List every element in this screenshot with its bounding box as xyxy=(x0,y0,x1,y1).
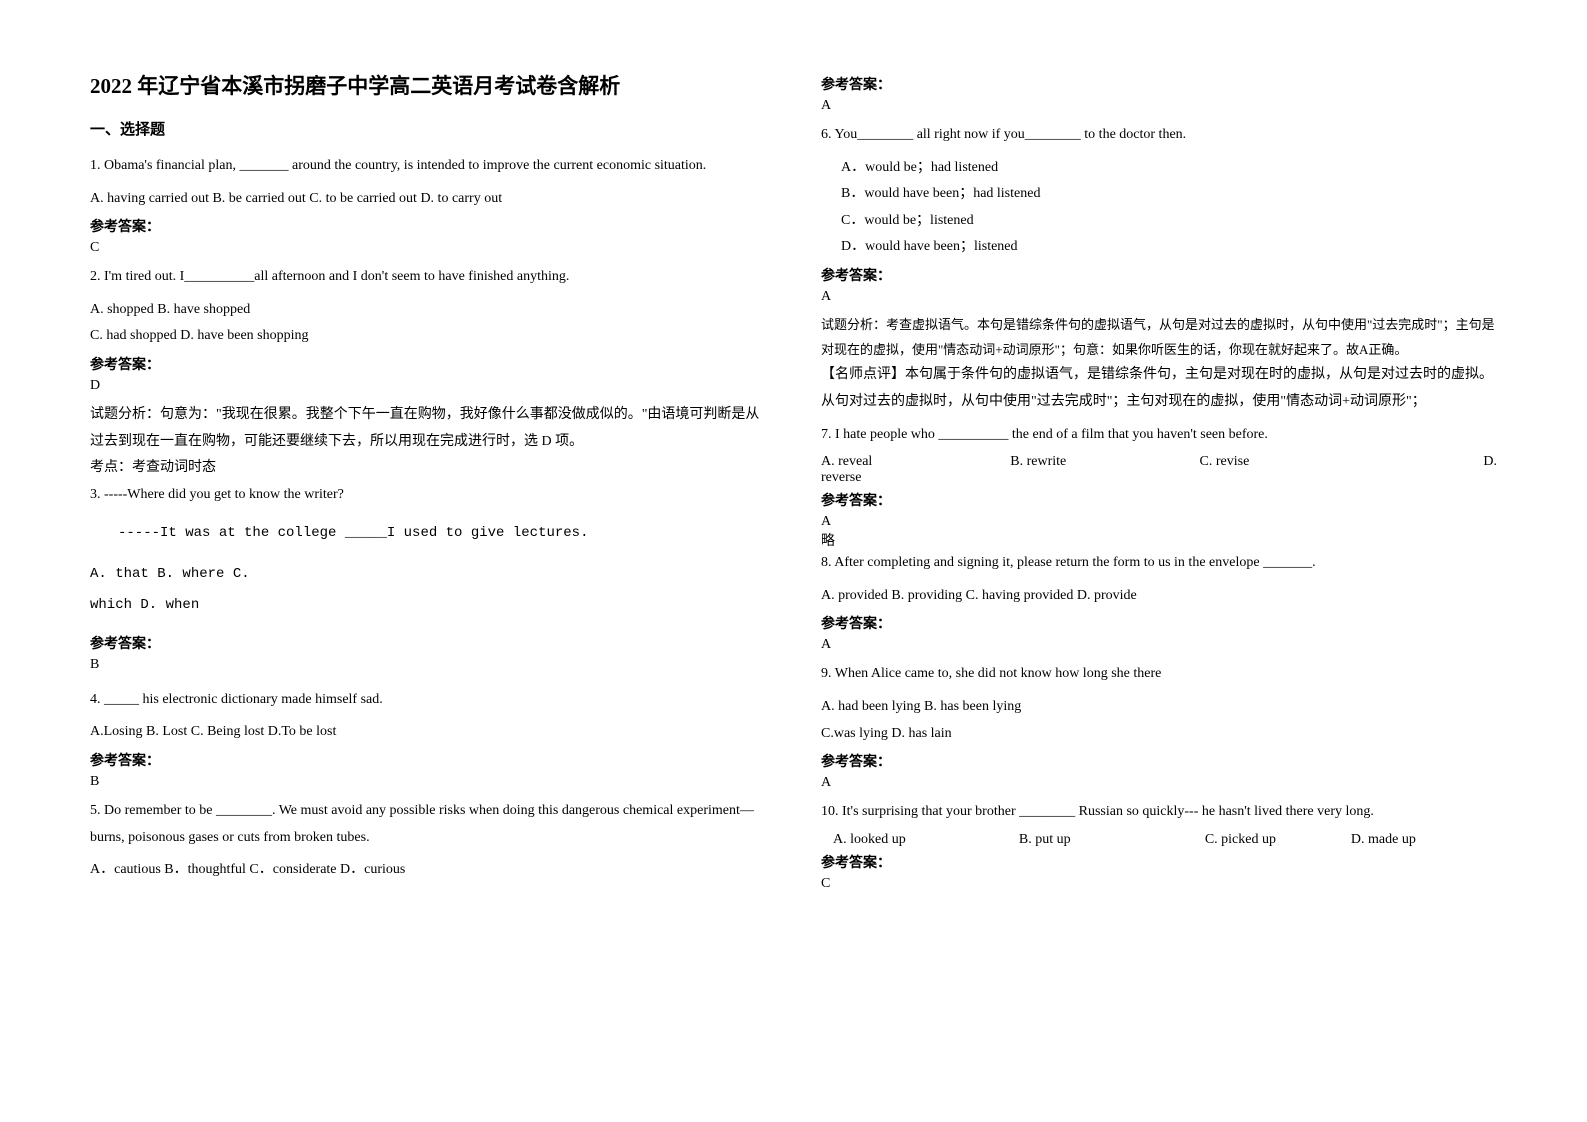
q10-opt-d: D. made up xyxy=(1351,832,1497,848)
left-column: 2022 年辽宁省本溪市拐磨子中学高二英语月考试卷含解析 一、选择题 1. Ob… xyxy=(90,70,766,900)
q2-answer: D xyxy=(90,378,766,394)
q-text: I hate people who __________ the end of … xyxy=(835,427,1268,442)
section-header: 一、选择题 xyxy=(90,118,766,139)
q-text: I'm tired out. I__________all afternoon … xyxy=(104,269,569,284)
q2-analysis-2: 考点：考查动词时态 xyxy=(90,455,766,482)
q-text: It's surprising that your brother ______… xyxy=(842,804,1374,819)
q-text: After completing and signing it, please … xyxy=(834,555,1315,570)
q-num: 8. xyxy=(821,555,832,570)
q10-options: A. looked up B. put up C. picked up D. m… xyxy=(833,832,1497,848)
q7-opt-d: D. xyxy=(1389,454,1497,470)
q10-opt-a: A. looked up xyxy=(833,832,1019,848)
q9-options-a: A. had been lying B. has been lying xyxy=(821,694,1497,721)
q3-options-b: which D. when xyxy=(90,590,766,621)
answer-label: 参考答案： xyxy=(90,216,766,236)
q7-answer: A xyxy=(821,514,1497,530)
q-text: Do remember to be ________. We must avoi… xyxy=(90,803,754,845)
q-text: When Alice came to, she did not know how… xyxy=(835,666,1162,681)
question-5: 5. Do remember to be ________. We must a… xyxy=(90,798,766,851)
answer-label: 参考答案： xyxy=(821,613,1497,633)
question-10: 10. It's surprising that your brother __… xyxy=(821,799,1497,826)
answer-label: 参考答案： xyxy=(90,750,766,770)
question-7: 7. I hate people who __________ the end … xyxy=(821,422,1497,449)
question-9: 9. When Alice came to, she did not know … xyxy=(821,661,1497,688)
q2-options-a: A. shopped B. have shopped xyxy=(90,297,766,324)
q-num: 6. xyxy=(821,127,832,142)
answer-label: 参考答案： xyxy=(821,74,1497,94)
q-num: 9. xyxy=(821,666,832,681)
q6-opt-a: A．would be；had listened xyxy=(841,155,1497,182)
q3-options-a: A. that B. where C. xyxy=(90,559,766,590)
q5-options: A．cautious B．thoughtful C．considerate D．… xyxy=(90,857,766,884)
q6-answer: A xyxy=(821,289,1497,305)
q-text: You________ all right now if you________… xyxy=(834,127,1186,142)
q1-options: A. having carried out B. be carried out … xyxy=(90,186,766,213)
q-num: 1. xyxy=(90,158,101,173)
q6-opt-b: B．would have been；had listened xyxy=(841,181,1497,208)
answer-label: 参考答案： xyxy=(90,633,766,653)
question-3: 3. -----Where did you get to know the wr… xyxy=(90,482,766,509)
answer-label: 参考答案： xyxy=(90,354,766,374)
question-4: 4. _____ his electronic dictionary made … xyxy=(90,687,766,714)
q-num: 3. xyxy=(90,487,101,502)
q-text: _____ his electronic dictionary made him… xyxy=(104,692,383,707)
q9-answer: A xyxy=(821,775,1497,791)
q7-opt-c: C. revise xyxy=(1200,454,1389,470)
q2-options-b: C. had shopped D. have been shopping xyxy=(90,323,766,350)
q4-answer: B xyxy=(90,774,766,790)
q10-opt-c: C. picked up xyxy=(1205,832,1351,848)
q-num: 5. xyxy=(90,803,101,818)
q5-answer: A xyxy=(821,98,1497,114)
q-text: Obama's financial plan, _______ around t… xyxy=(104,158,706,173)
answer-label: 参考答案： xyxy=(821,265,1497,285)
q8-options: A. provided B. providing C. having provi… xyxy=(821,583,1497,610)
q7-extra: 略 xyxy=(821,530,1497,550)
q3-answer: B xyxy=(90,657,766,673)
q-num: 7. xyxy=(821,427,832,442)
question-1: 1. Obama's financial plan, _______ aroun… xyxy=(90,153,766,180)
q7-opt-a: A. reveal xyxy=(821,454,1010,470)
answer-label: 参考答案： xyxy=(821,490,1497,510)
q7-options: A. reveal B. rewrite C. revise D. xyxy=(821,454,1497,470)
q7-opt-b: B. rewrite xyxy=(1010,454,1199,470)
q9-options-b: C.was lying D. has lain xyxy=(821,721,1497,748)
q7-opt-extra: reverse xyxy=(821,470,1497,486)
q8-answer: A xyxy=(821,637,1497,653)
question-2: 2. I'm tired out. I__________all afterno… xyxy=(90,264,766,291)
q-num: 10. xyxy=(821,804,839,819)
answer-label: 参考答案： xyxy=(821,751,1497,771)
question-6: 6. You________ all right now if you_____… xyxy=(821,122,1497,149)
q6-analysis-1: 试题分析：考查虚拟语气。本句是错综条件句的虚拟语气，从句是对过去的虚拟时，从句中… xyxy=(821,313,1497,362)
q10-opt-b: B. put up xyxy=(1019,832,1205,848)
q6-analysis-2: 【名师点评】本句属于条件句的虚拟语气，是错综条件句，主句是对现在时的虚拟，从句是… xyxy=(821,362,1497,415)
q-num: 4. xyxy=(90,692,101,707)
q3-dialogue: -----It was at the college _____I used t… xyxy=(118,518,766,549)
q1-answer: C xyxy=(90,240,766,256)
q10-answer: C xyxy=(821,876,1497,892)
right-column: 参考答案： A 6. You________ all right now if … xyxy=(821,70,1497,900)
q4-options: A.Losing B. Lost C. Being lost D.To be l… xyxy=(90,719,766,746)
q-num: 2. xyxy=(90,269,101,284)
q6-opt-c: C．would be；listened xyxy=(841,208,1497,235)
q6-opt-d: D．would have been；listened xyxy=(841,234,1497,261)
question-8: 8. After completing and signing it, plea… xyxy=(821,550,1497,577)
q2-analysis: 试题分析：句意为："我现在很累。我整个下午一直在购物，我好像什么事都没做成似的。… xyxy=(90,402,766,455)
answer-label: 参考答案： xyxy=(821,852,1497,872)
exam-title: 2022 年辽宁省本溪市拐磨子中学高二英语月考试卷含解析 xyxy=(90,70,766,100)
q-text: -----Where did you get to know the write… xyxy=(104,487,344,502)
